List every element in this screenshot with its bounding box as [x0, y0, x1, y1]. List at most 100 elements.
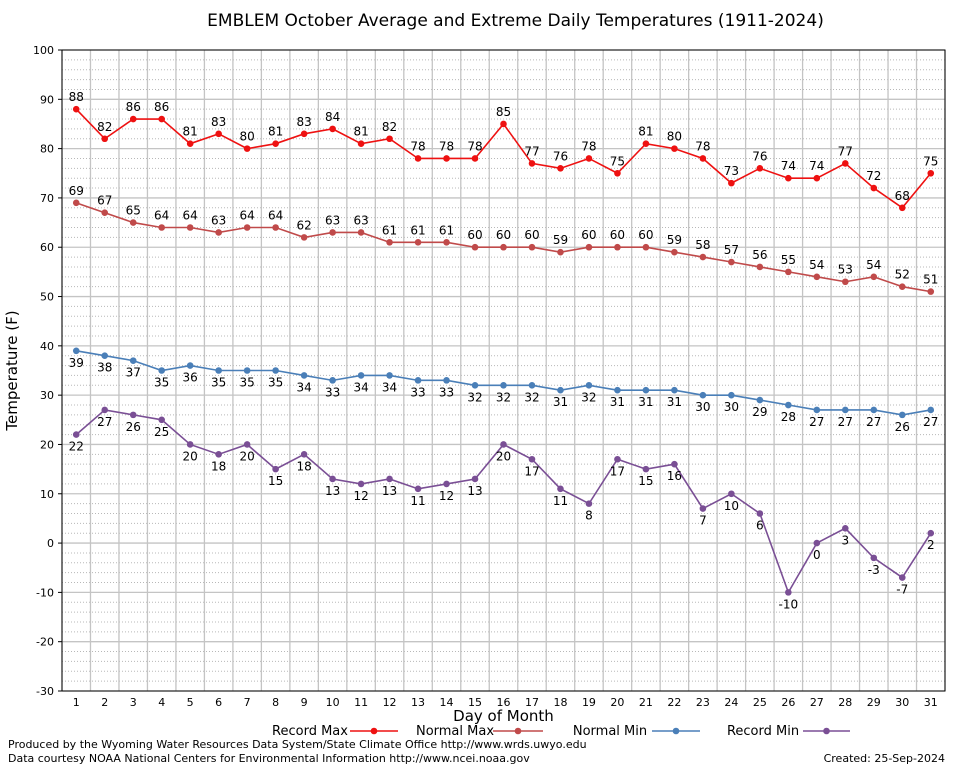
data-point [614, 386, 621, 394]
footer-courtesy: Data courtesy NOAA National Centers for … [8, 752, 530, 765]
data-label: 64 [183, 209, 198, 223]
data-label: 60 [524, 228, 539, 242]
x-tick-label: 30 [895, 696, 909, 709]
data-label: 27 [866, 415, 881, 429]
data-label: 65 [126, 204, 141, 218]
data-point [386, 239, 393, 246]
data-label: 33 [410, 385, 425, 399]
data-label: 82 [97, 120, 112, 134]
y-tick-label: 30 [40, 389, 54, 402]
data-label: 26 [895, 420, 910, 434]
data-point [699, 391, 707, 399]
data-point [756, 510, 764, 517]
data-point [671, 386, 678, 394]
data-label: 81 [268, 125, 283, 139]
data-label: 32 [467, 390, 482, 404]
x-tick-label: 5 [187, 696, 194, 709]
data-point [785, 268, 792, 276]
x-tick-label: 24 [724, 696, 738, 709]
data-point [671, 460, 678, 468]
data-label: 27 [97, 415, 112, 429]
data-label: 10 [724, 499, 739, 513]
data-label: 80 [667, 130, 682, 144]
y-tick-label: 80 [40, 143, 54, 156]
data-point [870, 273, 878, 281]
data-point [300, 234, 308, 241]
data-label: 30 [695, 400, 710, 414]
data-point [500, 243, 507, 251]
data-point [642, 243, 650, 251]
data-point [186, 441, 194, 448]
data-point [300, 451, 308, 458]
data-point [443, 377, 450, 384]
data-label: 13 [467, 484, 482, 498]
x-tick-label: 15 [468, 696, 482, 709]
data-point [500, 441, 507, 448]
data-point [642, 140, 650, 147]
data-label: 57 [724, 243, 739, 257]
data-label: 63 [353, 213, 368, 227]
data-label: 54 [866, 258, 881, 272]
data-point [585, 155, 593, 162]
data-point [898, 204, 906, 212]
x-tick-label: 29 [867, 696, 881, 709]
data-label: 55 [781, 253, 796, 267]
data-point [927, 288, 935, 295]
y-tick-label: 40 [40, 340, 54, 353]
data-point [500, 381, 507, 389]
data-label: 20 [183, 449, 198, 463]
data-point [756, 396, 764, 404]
data-point [357, 229, 365, 236]
data-point [528, 243, 536, 251]
data-point [386, 372, 393, 379]
data-label: 69 [69, 184, 84, 198]
x-tick-label: 13 [411, 696, 425, 709]
data-point [785, 589, 792, 596]
data-label: 81 [183, 125, 198, 139]
x-tick-label: 9 [301, 696, 308, 709]
x-tick-label: 12 [383, 696, 397, 709]
data-point [898, 283, 906, 290]
data-point [813, 273, 821, 281]
data-point [101, 209, 109, 217]
data-point [129, 219, 137, 226]
data-point [927, 169, 935, 177]
data-label: -3 [868, 563, 880, 577]
data-label: 31 [553, 395, 568, 409]
data-label: 82 [382, 120, 397, 134]
x-tick-label: 27 [810, 696, 824, 709]
data-label: 78 [695, 139, 710, 153]
data-point [557, 386, 564, 394]
data-label: 18 [296, 459, 311, 473]
data-label: 68 [895, 189, 910, 203]
data-label: 61 [382, 223, 397, 237]
data-point [500, 120, 507, 128]
data-point [186, 362, 194, 369]
data-point [443, 239, 450, 246]
data-label: 60 [610, 228, 625, 242]
data-label: 32 [496, 390, 511, 404]
data-point [671, 145, 678, 152]
data-label: 88 [69, 90, 84, 104]
data-label: 18 [211, 459, 226, 473]
data-label: 32 [581, 390, 596, 404]
data-point [443, 480, 450, 488]
data-point [215, 130, 222, 138]
x-tick-label: 19 [582, 696, 596, 709]
data-label: 60 [638, 228, 653, 242]
data-point [300, 372, 308, 379]
data-label: -10 [779, 597, 799, 611]
data-point [329, 377, 336, 384]
data-label: 32 [524, 390, 539, 404]
data-point [756, 165, 764, 172]
data-label: 64 [268, 209, 283, 223]
x-tick-label: 22 [667, 696, 681, 709]
x-tick-label: 4 [158, 696, 165, 709]
data-label: 72 [866, 169, 881, 183]
data-label: 62 [296, 218, 311, 232]
data-point [101, 406, 109, 414]
data-point [927, 529, 935, 537]
data-point [158, 115, 165, 123]
data-point [813, 406, 821, 414]
